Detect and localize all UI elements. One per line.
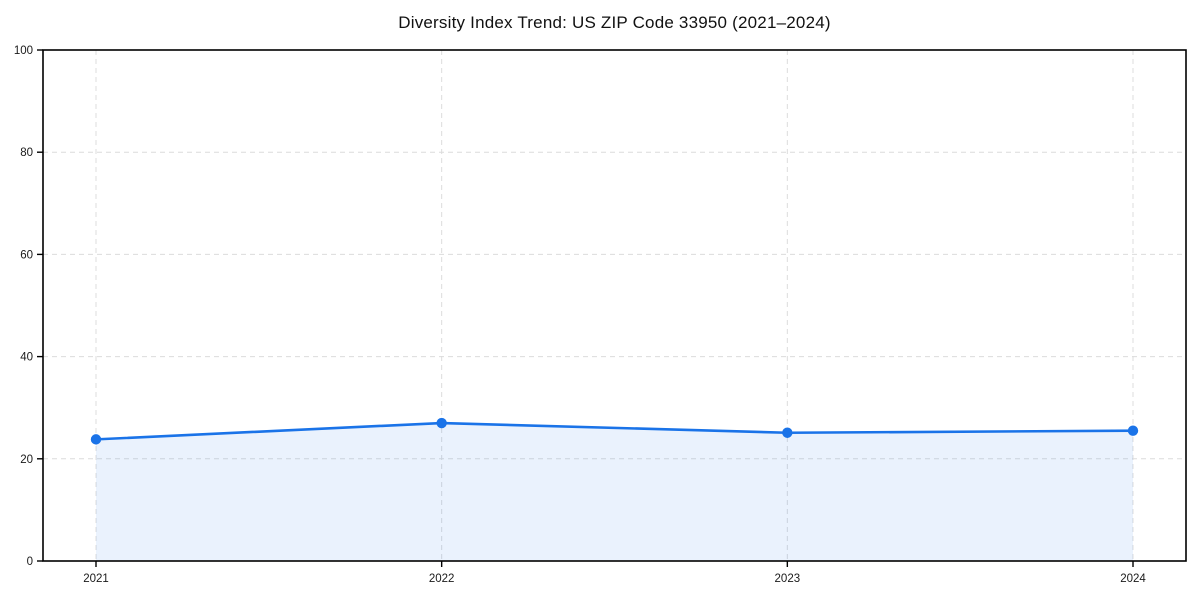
y-tick-label: 20 — [20, 454, 33, 466]
data-point — [90, 434, 102, 445]
x-tick-label: 2022 — [429, 573, 455, 585]
y-tick-label: 40 — [20, 352, 33, 364]
trend-line — [94, 421, 1135, 441]
x-tick-label: 2021 — [83, 573, 109, 585]
y-tick-label: 100 — [14, 45, 33, 57]
chart-title: Diversity Index Trend: US ZIP Code 33950… — [398, 13, 831, 32]
y-tick-label: 0 — [27, 556, 33, 568]
data-point — [436, 417, 447, 429]
y-tick-label: 60 — [20, 249, 33, 261]
data-point — [1127, 425, 1139, 436]
y-tick-label: 80 — [20, 147, 33, 159]
data-point — [782, 427, 793, 438]
area-fill — [96, 423, 1133, 561]
plot-box — [42, 49, 1187, 562]
x-tick-label: 2024 — [1120, 573, 1146, 585]
x-tick-label: 2023 — [775, 573, 801, 585]
